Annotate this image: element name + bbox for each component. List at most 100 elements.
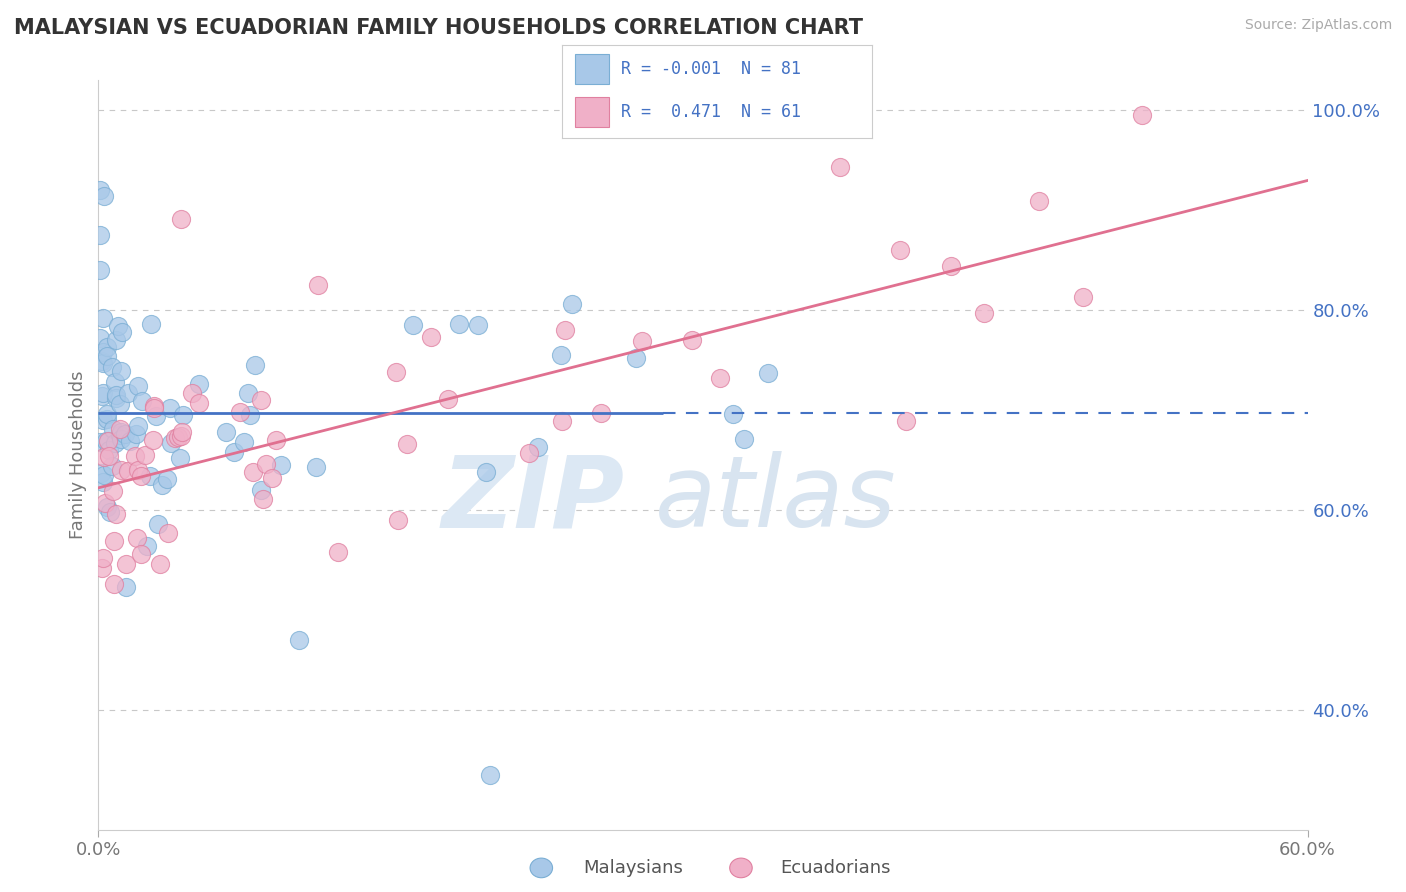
Text: atlas: atlas: [655, 451, 896, 549]
Point: [89, 228, 111, 243]
Point: [143, 399, 166, 413]
Point: [101, 459, 124, 474]
Point: [709, 371, 731, 385]
Point: [93, 450, 115, 465]
Point: [103, 483, 125, 498]
Point: [89, 183, 111, 197]
Point: [681, 333, 703, 347]
Point: [143, 401, 166, 415]
Point: [160, 436, 183, 450]
Point: [96, 407, 118, 421]
Point: [91, 475, 114, 490]
Point: [117, 385, 139, 400]
Point: [108, 422, 131, 436]
Bar: [575, 54, 609, 84]
Point: [98, 450, 121, 464]
Point: [124, 449, 146, 463]
Point: [475, 465, 498, 479]
Point: [110, 425, 132, 439]
Point: [138, 469, 160, 483]
Point: [134, 448, 156, 462]
Point: [91, 413, 114, 427]
Point: [589, 406, 612, 420]
Point: [131, 394, 153, 409]
Point: [243, 358, 266, 372]
Point: [98, 442, 121, 457]
Point: [894, 414, 917, 428]
Point: [89, 331, 111, 345]
Point: [157, 526, 180, 541]
Point: [550, 348, 572, 362]
Point: [103, 577, 125, 591]
Point: [467, 318, 489, 332]
Point: [105, 391, 128, 405]
Point: [108, 396, 131, 410]
Point: [733, 432, 755, 446]
Point: [170, 212, 193, 227]
Point: [187, 376, 209, 391]
Point: [554, 323, 576, 337]
Point: [124, 426, 146, 441]
Point: [1071, 290, 1094, 304]
Point: [242, 465, 264, 479]
Point: [91, 356, 114, 370]
Point: [93, 386, 115, 401]
Point: [120, 434, 142, 448]
Text: R = -0.001  N = 81: R = -0.001 N = 81: [621, 60, 801, 78]
Point: [260, 471, 283, 485]
Point: [163, 431, 186, 445]
Point: [127, 531, 149, 545]
Y-axis label: Family Households: Family Households: [69, 371, 87, 539]
Point: [307, 278, 329, 293]
Point: [172, 425, 194, 439]
Point: [159, 401, 181, 416]
Point: [222, 445, 245, 459]
Point: [239, 409, 262, 423]
Point: [250, 393, 273, 408]
Point: [420, 329, 443, 343]
Point: [117, 464, 139, 478]
Point: [110, 463, 132, 477]
Point: [104, 376, 127, 390]
Point: [170, 429, 193, 443]
Point: [1028, 194, 1050, 209]
Point: [91, 344, 114, 359]
Point: [387, 513, 409, 527]
Point: [756, 366, 779, 380]
Point: [270, 458, 292, 473]
Point: [266, 434, 288, 448]
Point: [89, 263, 111, 277]
Point: [395, 437, 418, 451]
Point: [96, 412, 118, 426]
Point: [236, 385, 259, 400]
Point: [127, 418, 149, 433]
Point: [91, 389, 114, 403]
Point: [181, 385, 204, 400]
Point: [96, 349, 118, 363]
Point: [517, 446, 540, 460]
Point: [889, 243, 911, 257]
Point: [90, 467, 112, 481]
Bar: [575, 97, 609, 127]
Point: [101, 359, 124, 374]
Point: [551, 415, 574, 429]
Point: [103, 534, 125, 549]
Point: [94, 496, 117, 510]
Point: [89, 434, 111, 449]
Point: [97, 434, 120, 448]
Point: [110, 432, 132, 446]
Point: [96, 340, 118, 354]
Point: [252, 492, 274, 507]
Point: [139, 317, 162, 331]
Point: [149, 557, 172, 571]
Point: [156, 472, 179, 486]
Text: ZIP: ZIP: [441, 451, 624, 549]
Point: [110, 364, 132, 378]
Point: [402, 318, 425, 332]
Point: [229, 405, 252, 419]
Point: [939, 260, 962, 274]
Point: [232, 435, 254, 450]
Point: [105, 387, 128, 401]
Point: [105, 508, 128, 522]
Point: [305, 460, 328, 475]
